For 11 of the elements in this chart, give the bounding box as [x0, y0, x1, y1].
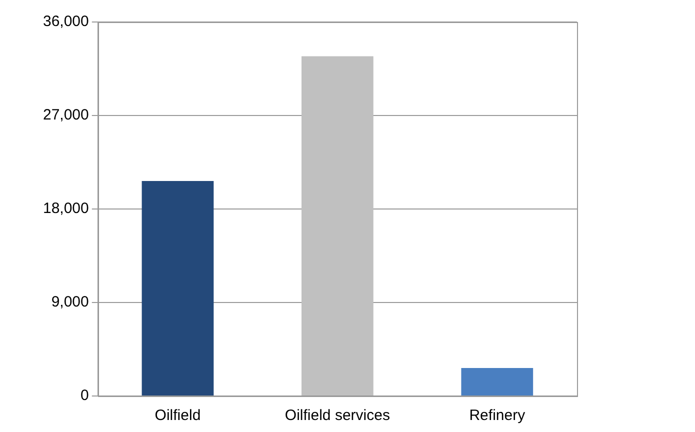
- bar: [302, 56, 374, 396]
- y-tick-label: 36,000: [42, 13, 89, 30]
- bar: [142, 180, 214, 396]
- bar: [461, 368, 534, 396]
- y-tick-label: 0: [80, 387, 89, 404]
- x-tick-label: Refinery: [469, 407, 526, 424]
- y-tick-label: 9,000: [51, 294, 89, 311]
- y-tick-label: 27,000: [42, 106, 89, 124]
- y-tick-label: 18,000: [42, 200, 89, 218]
- x-tick-label: Oilfield services: [284, 407, 390, 424]
- x-tick-label: Oilfield: [154, 407, 201, 424]
